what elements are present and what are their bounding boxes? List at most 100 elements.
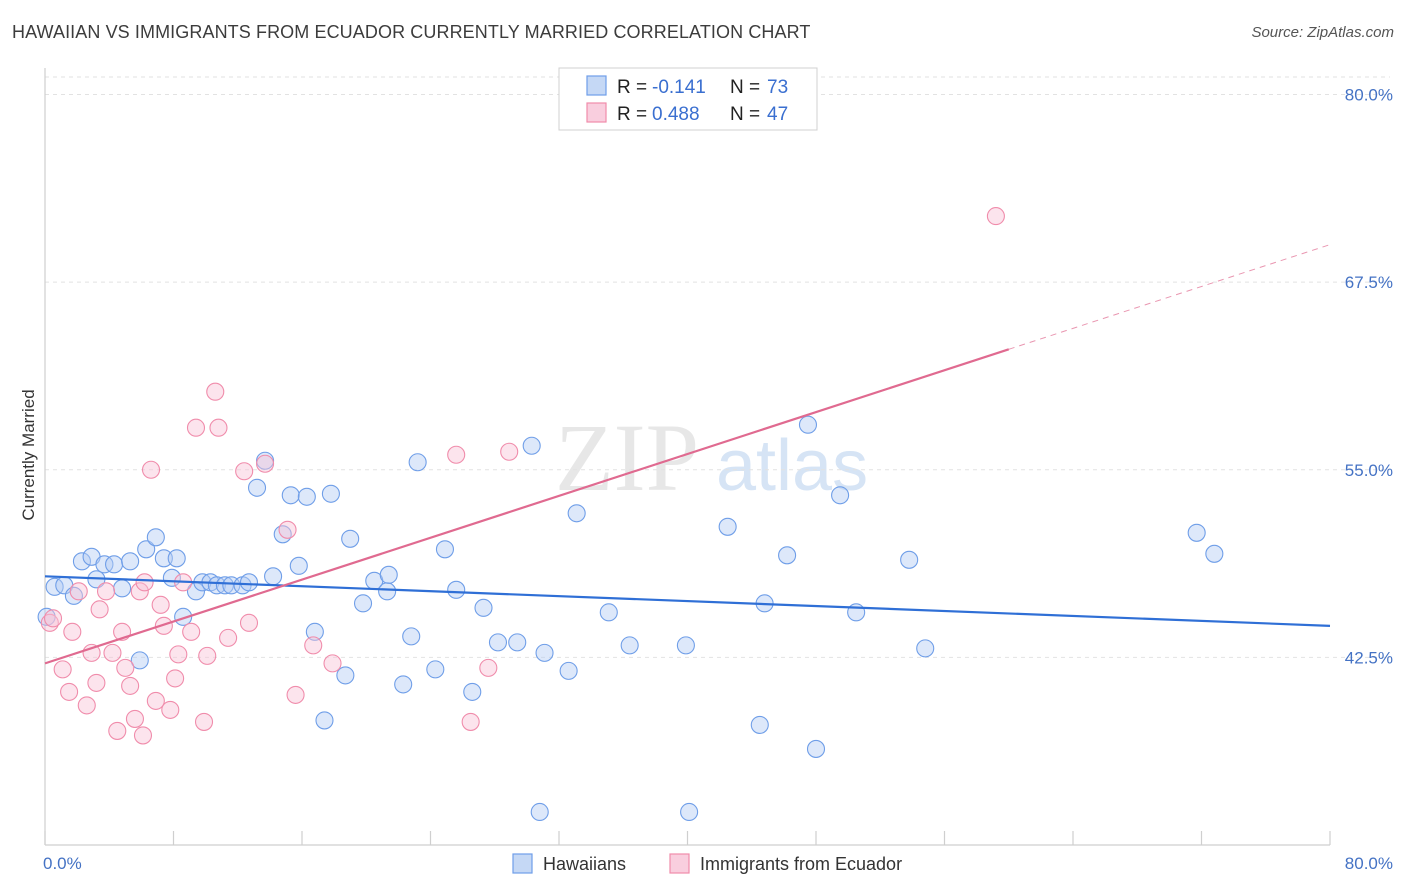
point-hawaiians	[167, 549, 186, 568]
point-ecuador	[53, 660, 72, 679]
y-tick-label: 55.0%	[1345, 461, 1393, 480]
grid-lines	[45, 76, 1390, 658]
point-hawaiians	[402, 627, 421, 646]
point-ecuador	[256, 454, 275, 473]
point-hawaiians	[916, 639, 935, 658]
point-hawaiians	[289, 556, 308, 575]
point-ecuador	[198, 646, 217, 665]
point-hawaiians	[146, 528, 165, 547]
axes	[44, 68, 1331, 846]
point-ecuador	[146, 691, 165, 710]
point-hawaiians	[435, 540, 455, 559]
y-tick-label: 80.0%	[1345, 86, 1393, 105]
points-layer	[37, 207, 1224, 822]
point-ecuador	[209, 418, 228, 437]
point-hawaiians	[806, 739, 826, 758]
legend-swatch-hawaiians	[586, 75, 607, 96]
point-ecuador	[219, 628, 238, 647]
legend-r-label-1: R =	[617, 77, 647, 98]
point-hawaiians	[559, 661, 578, 680]
legend-n-value-1: 73	[767, 77, 788, 98]
legend-bottom-label-hawaiians: Hawaiians	[543, 854, 626, 874]
point-ecuador	[151, 595, 170, 614]
point-ecuador	[116, 658, 135, 677]
legend-bottom-label-ecuador: Immigrants from Ecuador	[700, 854, 902, 874]
point-ecuador	[121, 676, 140, 695]
point-hawaiians	[778, 546, 797, 565]
point-ecuador	[161, 700, 180, 719]
legend-bottom: Hawaiians Immigrants from Ecuador	[512, 853, 902, 874]
point-ecuador	[186, 418, 206, 437]
legend-top: R = -0.141 N = 73 R = 0.488 N = 47	[558, 67, 818, 131]
point-ecuador	[182, 622, 201, 641]
point-hawaiians	[447, 580, 466, 599]
point-ecuador	[87, 673, 106, 692]
point-hawaiians	[1187, 523, 1206, 542]
point-ecuador	[323, 654, 342, 673]
point-hawaiians	[239, 573, 259, 592]
point-hawaiians	[379, 565, 398, 584]
point-hawaiians	[113, 579, 132, 598]
point-hawaiians	[567, 504, 586, 523]
point-hawaiians	[154, 549, 173, 568]
point-hawaiians	[488, 633, 508, 652]
point-hawaiians	[831, 486, 850, 505]
point-hawaiians	[281, 486, 300, 505]
y-axis-label: Currently Married	[19, 389, 38, 520]
point-hawaiians	[105, 555, 124, 574]
point-hawaiians	[321, 484, 340, 503]
point-hawaiians	[620, 636, 639, 655]
point-hawaiians	[463, 682, 482, 701]
point-hawaiians	[121, 552, 140, 571]
legend-n-label-2: N =	[730, 104, 760, 125]
point-hawaiians	[378, 582, 397, 601]
point-ecuador	[133, 726, 153, 745]
x-tick-label-min: 0.0%	[43, 854, 82, 873]
point-ecuador	[130, 582, 149, 601]
point-ecuador	[169, 645, 188, 664]
point-hawaiians	[750, 715, 769, 734]
point-ecuador	[479, 658, 498, 677]
point-hawaiians	[137, 540, 156, 559]
point-ecuador	[77, 696, 96, 715]
point-hawaiians	[599, 603, 618, 622]
legend-r-value-2: 0.488	[652, 104, 700, 125]
source-credit: Source: ZipAtlas.com	[1251, 24, 1394, 41]
point-ecuador	[278, 520, 297, 539]
point-ecuador	[60, 682, 79, 701]
point-ecuador	[286, 685, 305, 704]
point-hawaiians	[798, 415, 818, 434]
point-ecuador	[141, 460, 161, 479]
point-ecuador	[500, 442, 519, 461]
point-hawaiians	[264, 567, 283, 586]
point-ecuador	[63, 622, 82, 641]
point-ecuador	[166, 669, 185, 688]
point-ecuador	[447, 445, 466, 464]
point-hawaiians	[130, 651, 149, 670]
point-hawaiians	[535, 643, 554, 662]
point-ecuador	[235, 462, 254, 481]
watermark-atlas: atlas	[716, 426, 868, 506]
point-hawaiians	[900, 550, 919, 569]
point-hawaiians	[522, 436, 541, 455]
point-hawaiians	[174, 607, 193, 626]
point-hawaiians	[353, 594, 373, 613]
point-ecuador	[461, 712, 480, 731]
point-hawaiians	[315, 711, 334, 730]
legend-n-value-2: 47	[767, 104, 788, 125]
point-ecuador	[986, 207, 1005, 226]
point-ecuador	[194, 712, 214, 731]
point-ecuador	[90, 600, 109, 619]
point-hawaiians	[95, 555, 114, 574]
y-tick-label: 67.5%	[1345, 273, 1393, 292]
legend-n-label-1: N =	[730, 77, 760, 98]
point-hawaiians	[394, 675, 413, 694]
point-hawaiians	[305, 622, 324, 641]
legend-r-label-2: R =	[617, 104, 647, 125]
point-ecuador	[103, 643, 122, 662]
point-ecuador	[108, 721, 127, 740]
point-ecuador	[206, 382, 225, 401]
point-ecuador	[135, 573, 154, 592]
point-ecuador	[43, 609, 63, 628]
